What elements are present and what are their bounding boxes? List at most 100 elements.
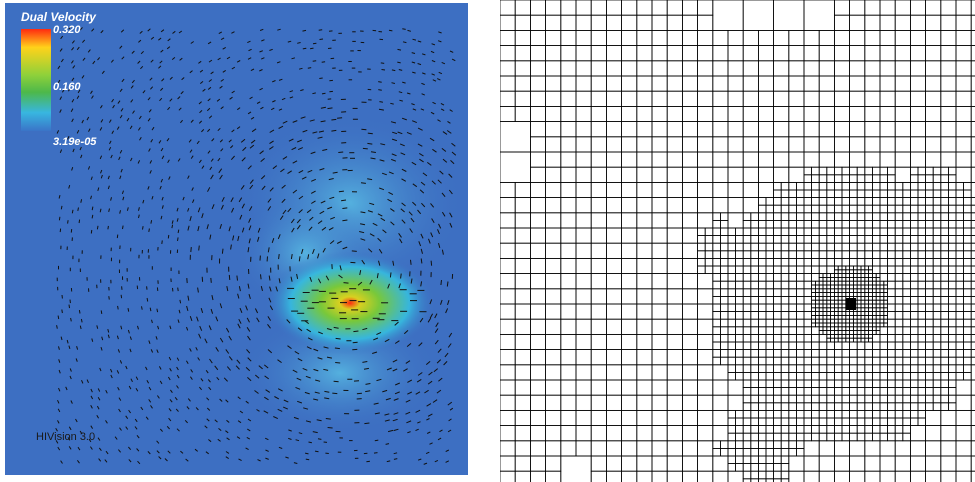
velocity-arrow <box>82 39 86 43</box>
velocity-arrow <box>118 156 121 161</box>
velocity-arrow <box>71 98 75 103</box>
velocity-arrow <box>303 407 309 410</box>
velocity-arrow <box>204 338 208 344</box>
velocity-arrow <box>70 317 72 322</box>
velocity-arrow <box>447 343 452 348</box>
velocity-arrow <box>75 358 78 362</box>
velocity-arrow <box>435 322 439 328</box>
velocity-arrow <box>176 374 180 379</box>
velocity-arrow <box>128 446 132 451</box>
velocity-arrow <box>282 209 287 215</box>
velocity-arrow <box>267 198 272 203</box>
velocity-arrow <box>387 429 394 433</box>
velocity-arrow <box>176 218 179 222</box>
velocity-arrow <box>68 184 71 189</box>
velocity-arrow <box>257 236 260 242</box>
velocity-arrow <box>309 119 315 122</box>
velocity-arrow <box>232 235 235 241</box>
velocity-arrow <box>128 459 132 463</box>
velocity-arrow <box>218 31 223 35</box>
adaptive-mesh-plot <box>500 0 975 482</box>
velocity-arrow <box>267 349 273 354</box>
velocity-arrow <box>430 50 435 54</box>
velocity-arrow <box>197 357 201 361</box>
velocity-arrow <box>378 81 382 83</box>
velocity-arrow <box>276 61 281 64</box>
velocity-arrow <box>365 383 371 385</box>
velocity-arrow <box>98 447 102 452</box>
velocity-arrow <box>178 107 182 111</box>
velocity-arrow <box>78 140 81 144</box>
velocity-arrow <box>177 237 179 241</box>
velocity-arrow <box>105 389 108 394</box>
velocity-arrow <box>117 349 120 353</box>
velocity-arrow <box>127 329 130 334</box>
velocity-arrow <box>58 387 61 392</box>
velocity-arrow <box>422 72 426 75</box>
mesh-grid-lines <box>500 0 975 482</box>
velocity-arrow <box>241 227 245 233</box>
velocity-arrow <box>430 203 435 208</box>
velocity-arrow <box>295 439 300 442</box>
velocity-arrow <box>96 405 100 410</box>
velocity-arrow <box>297 400 303 404</box>
velocity-arrow <box>272 165 278 170</box>
velocity-arrow <box>380 217 386 222</box>
velocity-arrow <box>256 317 260 323</box>
velocity-arrow <box>257 227 261 233</box>
velocity-arrow <box>447 429 452 433</box>
velocity-arrow <box>198 159 202 164</box>
velocity-arrow <box>388 29 393 32</box>
velocity-arrow <box>367 178 373 181</box>
velocity-arrow <box>231 66 236 70</box>
velocity-arrow <box>305 375 311 379</box>
velocity-arrow <box>298 169 304 174</box>
velocity-arrow <box>96 325 99 329</box>
mesh-cell <box>970 265 975 274</box>
mesh-cell <box>970 364 975 381</box>
velocity-arrow <box>230 244 232 250</box>
velocity-arrow <box>312 42 317 45</box>
velocity-arrow <box>330 216 335 220</box>
velocity-arrow <box>169 76 173 80</box>
velocity-arrow <box>90 395 94 400</box>
velocity-arrow <box>441 211 446 217</box>
velocity-arrow <box>59 149 63 153</box>
velocity-arrow <box>306 346 312 350</box>
velocity-arrow <box>438 71 443 75</box>
velocity-arrow <box>419 158 424 163</box>
velocity-arrow <box>118 408 121 413</box>
velocity-arrow <box>229 96 233 100</box>
velocity-arrow <box>447 300 450 306</box>
velocity-arrow <box>220 148 224 152</box>
velocity-arrow <box>331 118 337 121</box>
velocity-arrow <box>230 155 235 161</box>
velocity-arrow <box>228 226 231 232</box>
velocity-arrow <box>180 119 183 124</box>
velocity-arrow <box>208 386 212 391</box>
velocity-arrow <box>267 247 270 253</box>
velocity-arrow <box>116 370 120 374</box>
velocity-arrow <box>387 283 390 289</box>
velocity-arrow <box>432 148 437 153</box>
velocity-arrow <box>189 348 192 352</box>
velocity-arrow <box>70 400 73 404</box>
velocity-arrow <box>119 114 123 119</box>
velocity-field-panel: Dual Velocity 0.320 0.160 3.19e-05 HIVis… <box>5 3 468 475</box>
velocity-arrow <box>311 200 316 204</box>
legend-title: Dual Velocity <box>21 10 97 24</box>
velocity-arrow <box>208 325 212 331</box>
velocity-arrow <box>259 87 263 91</box>
mesh-cell <box>970 121 975 138</box>
velocity-arrow <box>264 437 269 441</box>
velocity-arrow <box>97 437 101 441</box>
velocity-arrow <box>310 190 316 194</box>
mesh-cell <box>765 478 774 482</box>
velocity-arrow <box>226 419 230 423</box>
velocity-arrow <box>289 90 294 93</box>
velocity-arrow <box>320 106 326 109</box>
velocity-arrow <box>431 43 436 46</box>
velocity-arrow <box>189 70 193 74</box>
velocity-arrow <box>248 206 253 212</box>
velocity-arrow <box>91 95 94 99</box>
